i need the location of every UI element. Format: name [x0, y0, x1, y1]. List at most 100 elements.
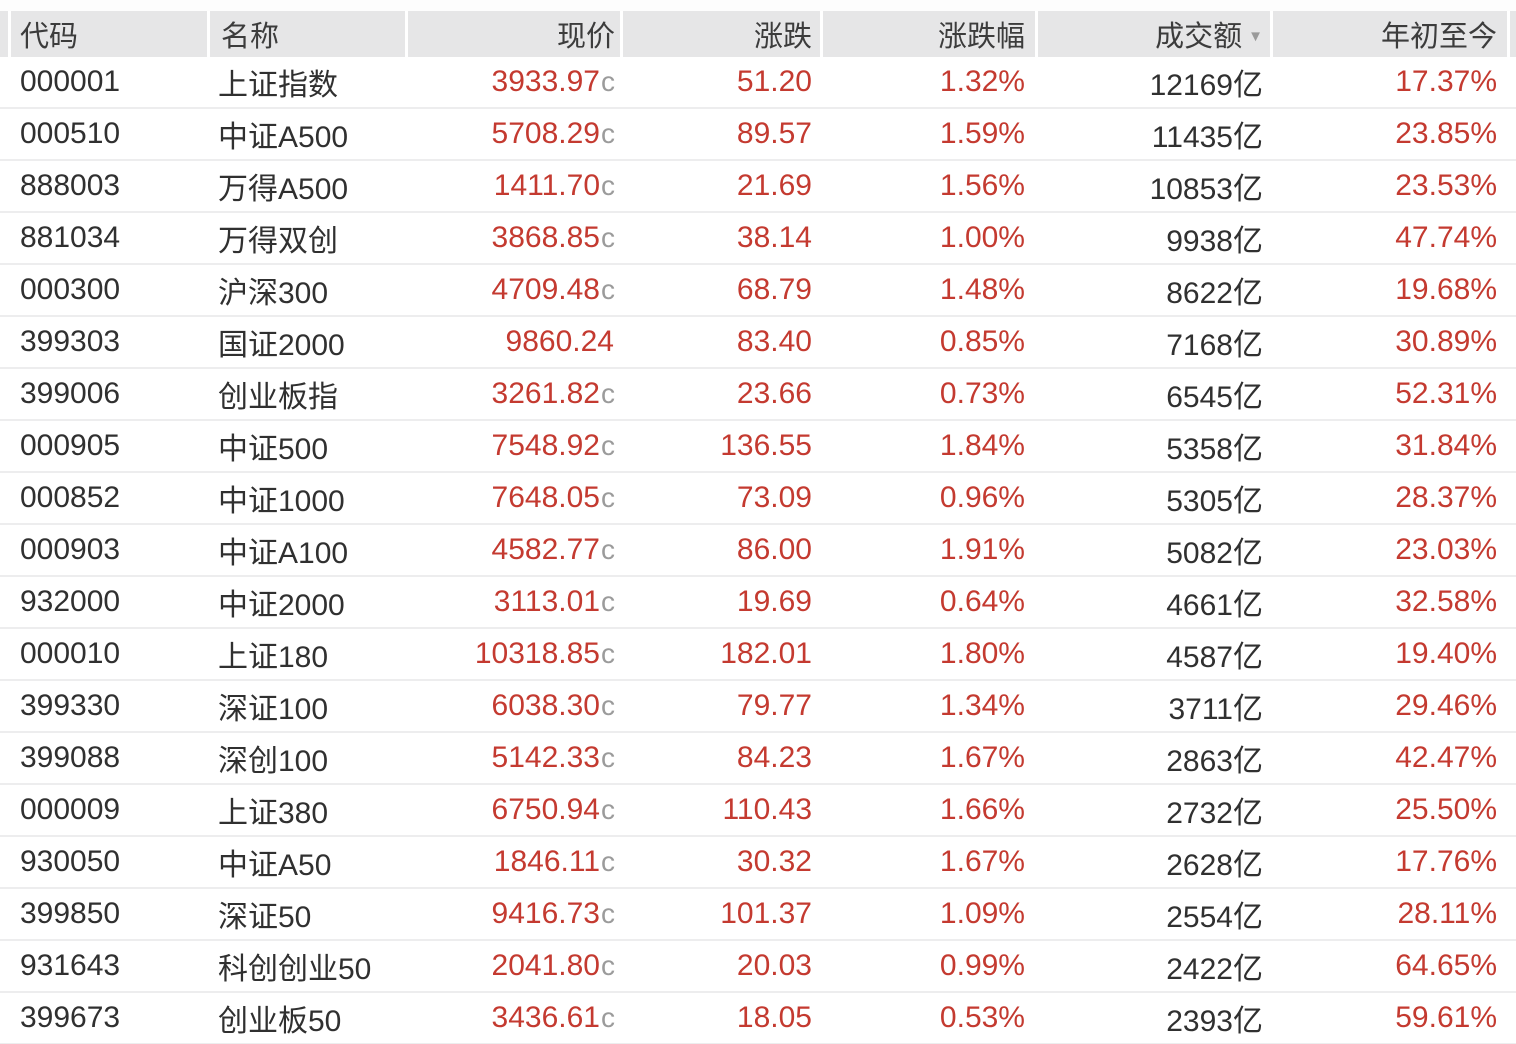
table-row[interactable]: 399303 国证2000 9860.24 83.40 0.85% 7168亿 …: [0, 317, 1516, 369]
turnover: 2863亿: [1166, 745, 1263, 778]
turnover: 5082亿: [1166, 537, 1263, 570]
table-row[interactable]: 930050 中证A50 1846.11 c 30.32 1.67% 2628亿…: [0, 837, 1516, 889]
last-price: 6038.30 c: [405, 689, 620, 723]
change-percent: 0.99%: [939, 949, 1025, 982]
header-name[interactable]: 名称: [207, 11, 405, 57]
last-price-value: 3436.61: [491, 1001, 600, 1034]
index-code: 000510: [20, 117, 121, 150]
header-ytd[interactable]: 年初至今: [1270, 11, 1516, 57]
change-percent: 1.48%: [939, 273, 1025, 306]
turnover: 6545亿: [1166, 381, 1263, 414]
close-flag: c: [601, 378, 615, 409]
change-percent: 1.67%: [939, 741, 1025, 774]
close-flag: c: [601, 118, 615, 149]
table-row[interactable]: 000903 中证A100 4582.77 c 86.00 1.91% 5082…: [0, 525, 1516, 577]
header-separator: [8, 11, 11, 57]
turnover: 4661亿: [1166, 589, 1263, 622]
change-value: 23.66: [736, 377, 812, 410]
table-row[interactable]: 000852 中证1000 7648.05 c 73.09 0.96% 5305…: [0, 473, 1516, 525]
header-turnover[interactable]: 成交额 ▼: [1035, 11, 1270, 57]
change-value: 68.79: [736, 273, 812, 306]
header-code[interactable]: 代码: [0, 11, 207, 57]
table-row[interactable]: 000300 沪深300 4709.48 c 68.79 1.48% 8622亿…: [0, 265, 1516, 317]
turnover: 2393亿: [1166, 1005, 1263, 1038]
header-last-price[interactable]: 现价: [405, 11, 620, 57]
ytd-percent: 30.89%: [1395, 325, 1497, 358]
turnover: 10853亿: [1149, 173, 1263, 206]
last-price: 6750.94 c: [405, 793, 620, 827]
table-row[interactable]: 932000 中证2000 3113.01 c 19.69 0.64% 4661…: [0, 577, 1516, 629]
turnover: 12169亿: [1149, 69, 1263, 102]
last-price-value: 4709.48: [491, 273, 600, 306]
header-ytd-label: 年初至今: [1380, 21, 1497, 53]
ytd-percent: 17.76%: [1395, 845, 1497, 878]
last-price: 1411.70 c: [405, 169, 620, 203]
index-name: 中证A100: [218, 537, 349, 570]
index-name: 沪深300: [218, 277, 329, 310]
close-flag: c: [601, 690, 615, 721]
change-value: 73.09: [736, 481, 812, 514]
change-percent: 1.32%: [939, 65, 1025, 98]
ytd-percent: 29.46%: [1395, 689, 1497, 722]
last-price: 7648.05 c: [405, 481, 620, 515]
last-price-value: 7548.92: [491, 429, 600, 462]
last-price: 3868.85 c: [405, 221, 620, 255]
close-flag: c: [601, 586, 615, 617]
header-pct-label: 涨跌幅: [937, 21, 1025, 53]
index-code: 000010: [20, 637, 121, 670]
index-name: 国证2000: [218, 329, 345, 362]
index-name: 中证500: [218, 433, 329, 466]
close-flag: c: [601, 950, 615, 981]
header-change[interactable]: 涨跌: [620, 11, 820, 57]
header-name-label: 名称: [221, 21, 280, 53]
last-price-value: 5142.33: [491, 741, 600, 774]
index-code: 000852: [20, 481, 121, 514]
change-value: 136.55: [720, 429, 812, 462]
ytd-percent: 32.58%: [1395, 585, 1497, 618]
table-row[interactable]: 000510 中证A500 5708.29 c 89.57 1.59% 1143…: [0, 109, 1516, 161]
change-value: 19.69: [736, 585, 812, 618]
change-value: 21.69: [736, 169, 812, 202]
turnover: 7168亿: [1166, 329, 1263, 362]
change-value: 84.23: [736, 741, 812, 774]
table-row[interactable]: 000009 上证380 6750.94 c 110.43 1.66% 2732…: [0, 785, 1516, 837]
last-price: 10318.85 c: [405, 637, 620, 671]
close-flag: c: [601, 742, 615, 773]
turnover: 5305亿: [1166, 485, 1263, 518]
change-value: 18.05: [736, 1001, 812, 1034]
index-name: 创业板50: [218, 1005, 342, 1038]
index-code: 000903: [20, 533, 121, 566]
turnover: 5358亿: [1166, 433, 1263, 466]
index-code: 399088: [20, 741, 121, 774]
header-change-percent[interactable]: 涨跌幅: [820, 11, 1035, 57]
last-price-value: 1846.11: [493, 845, 600, 878]
header-change-label: 涨跌: [753, 21, 812, 53]
table-row[interactable]: 399088 深创100 5142.33 c 84.23 1.67% 2863亿…: [0, 733, 1516, 785]
last-price-value: 7648.05: [491, 481, 600, 514]
ytd-percent: 31.84%: [1395, 429, 1497, 462]
change-value: 182.01: [720, 637, 812, 670]
table-row[interactable]: 888003 万得A500 1411.70 c 21.69 1.56% 1085…: [0, 161, 1516, 213]
table-row[interactable]: 399673 创业板50 3436.61 c 18.05 0.53% 2393亿…: [0, 993, 1516, 1044]
index-name: 中证2000: [218, 589, 345, 622]
index-code: 399330: [20, 689, 121, 722]
table-row[interactable]: 399006 创业板指 3261.82 c 23.66 0.73% 6545亿 …: [0, 369, 1516, 421]
table-row[interactable]: 881034 万得双创 3868.85 c 38.14 1.00% 9938亿 …: [0, 213, 1516, 265]
table-row[interactable]: 000001 上证指数 3933.97 c 51.20 1.32% 12169亿…: [0, 57, 1516, 109]
index-name: 万得A500: [218, 173, 349, 206]
ytd-percent: 28.11%: [1397, 897, 1497, 930]
last-price: 9416.73 c: [405, 897, 620, 931]
ytd-percent: 23.85%: [1395, 117, 1497, 150]
index-code: 399303: [20, 325, 121, 358]
table-row[interactable]: 000010 上证180 10318.85 c 182.01 1.80% 458…: [0, 629, 1516, 681]
last-price: 3261.82 c: [405, 377, 620, 411]
turnover: 2422亿: [1166, 953, 1263, 986]
table-row[interactable]: 399850 深证50 9416.73 c 101.37 1.09% 2554亿…: [0, 889, 1516, 941]
table-row[interactable]: 399330 深证100 6038.30 c 79.77 1.34% 3711亿…: [0, 681, 1516, 733]
ytd-percent: 42.47%: [1395, 741, 1497, 774]
close-flag: c: [601, 794, 615, 825]
table-row[interactable]: 000905 中证500 7548.92 c 136.55 1.84% 5358…: [0, 421, 1516, 473]
table-row[interactable]: 931643 科创创业50 2041.80 c 20.03 0.99% 2422…: [0, 941, 1516, 993]
change-value: 83.40: [736, 325, 812, 358]
